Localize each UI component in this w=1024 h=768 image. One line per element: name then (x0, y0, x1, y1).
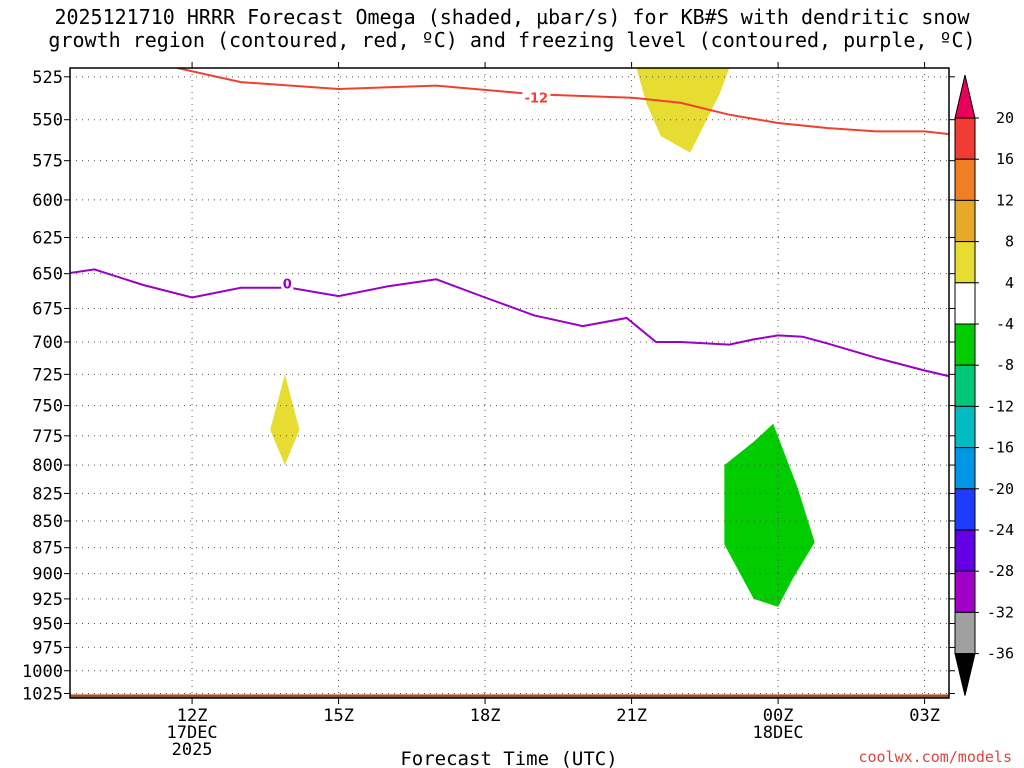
y-tick-label-550: 550 (32, 111, 63, 131)
colorbar-label-2: 12 (996, 191, 1014, 209)
y-tick-label-575: 575 (32, 152, 63, 172)
x-tick-label-18Z: 18Z (470, 706, 501, 726)
y-tick-label-775: 775 (32, 427, 63, 447)
contour-label-0: -12 (525, 92, 549, 107)
colorbar-label-0: 20 (996, 109, 1014, 127)
x-axis-title: Forecast Time (UTC) (400, 748, 617, 768)
contour-label-bg-0 (522, 89, 551, 106)
colorbar-box-12 (954, 611, 976, 655)
contour-label-1: 0 (283, 278, 292, 293)
colorbar-arrow-bottom (954, 653, 976, 696)
y-tick-label-1000: 1000 (22, 662, 63, 682)
y-tick-label-700: 700 (32, 333, 63, 353)
x-tick-label-03Z: 03Z (909, 706, 940, 726)
colorbar-box-2 (954, 199, 976, 243)
colorbar-box-10 (954, 529, 976, 572)
contour-line-0 (177, 68, 949, 136)
y-tick-label-525: 525 (32, 68, 63, 88)
colorbar-label-4: 4 (1005, 274, 1014, 292)
y-tick-label-600: 600 (32, 191, 63, 211)
colorbar-label-6: -8 (996, 356, 1014, 374)
colorbar-label-13: -36 (987, 645, 1014, 663)
x-tick-sublabel-00Z-0: 18DEC (752, 723, 803, 743)
contour-label-bg-1 (281, 275, 294, 292)
colorbar-box-8 (954, 447, 976, 490)
colorbar-label-5: -4 (996, 315, 1014, 333)
contour-line-1 (70, 268, 949, 378)
x-tick-sublabel-12Z-1: 2025 (172, 740, 213, 760)
colorbar-label-11: -28 (987, 562, 1014, 580)
colorbar-label-7: -12 (987, 397, 1014, 415)
y-tick-label-925: 925 (32, 590, 63, 610)
y-tick-label-625: 625 (32, 229, 63, 249)
omega-shaded-region-2 (724, 423, 815, 607)
title-line-2: growth region (contoured, red, ºC) and f… (48, 28, 976, 52)
colorbar-label-9: -20 (987, 480, 1014, 498)
terrain-strip (70, 694, 949, 698)
colorbar-box-1 (954, 158, 976, 201)
y-tick-label-850: 850 (32, 512, 63, 532)
y-tick-label-725: 725 (32, 365, 63, 385)
colorbar-label-10: -24 (987, 521, 1014, 539)
y-tick-label-875: 875 (32, 539, 63, 559)
watermark: coolwx.com/models (858, 748, 1012, 766)
title-line-1: 2025121710 HRRR Forecast Omega (shaded, … (54, 5, 970, 29)
colorbar-box-6 (954, 364, 976, 407)
colorbar-arrow-top (954, 74, 976, 119)
x-tick-label-21Z: 21Z (616, 706, 647, 726)
y-tick-label-1025: 1025 (22, 685, 63, 705)
y-tick-label-750: 750 (32, 397, 63, 417)
x-tick-label-12Z: 12Z (177, 706, 208, 726)
y-tick-label-950: 950 (32, 614, 63, 634)
x-tick-sublabel-12Z-0: 17DEC (166, 723, 217, 743)
colorbar-box-7 (954, 405, 976, 449)
chart-title: 2025121710 HRRR Forecast Omega (shaded, … (0, 6, 1024, 52)
omega-shaded-region-1 (270, 374, 300, 466)
colorbar-label-12: -32 (987, 603, 1014, 621)
colorbar-box-11 (954, 570, 976, 613)
plot-frame (69, 67, 950, 699)
colorbar-box-9 (954, 488, 976, 531)
x-tick-label-15Z: 15Z (323, 706, 354, 726)
omega-shaded-region-0 (636, 68, 730, 153)
x-tick-label-00Z: 00Z (763, 706, 794, 726)
y-tick-label-800: 800 (32, 456, 63, 476)
y-tick-label-825: 825 (32, 484, 63, 504)
y-tick-label-900: 900 (32, 565, 63, 585)
colorbar-label-1: 16 (996, 150, 1014, 168)
colorbar-box-3 (954, 241, 976, 284)
y-tick-label-650: 650 (32, 265, 63, 285)
colorbar-box-0 (954, 117, 976, 160)
colorbar-box-5 (954, 323, 976, 366)
colorbar-label-8: -16 (987, 439, 1014, 457)
y-tick-label-675: 675 (32, 299, 63, 319)
y-tick-label-975: 975 (32, 638, 63, 658)
colorbar-label-3: 8 (1005, 233, 1014, 251)
colorbar-box-4 (954, 282, 976, 325)
